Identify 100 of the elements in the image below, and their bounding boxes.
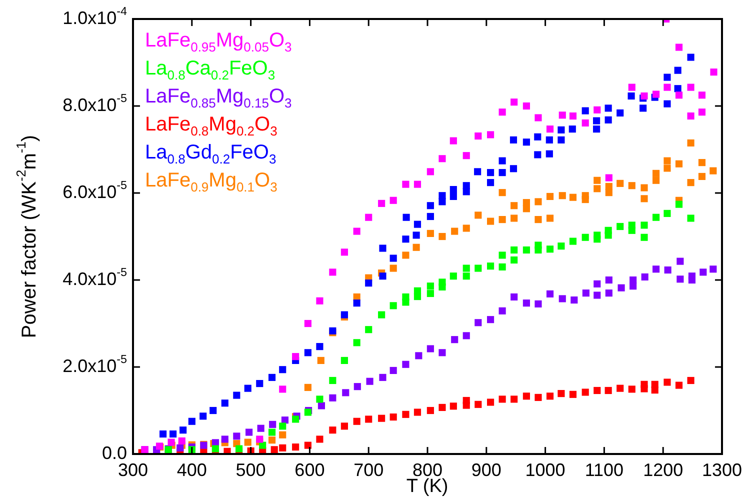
point bbox=[316, 436, 324, 443]
point bbox=[664, 84, 671, 91]
point bbox=[474, 132, 482, 140]
point bbox=[378, 200, 386, 207]
point bbox=[438, 283, 446, 290]
point bbox=[522, 392, 530, 400]
point bbox=[687, 112, 694, 120]
point bbox=[450, 137, 457, 144]
point bbox=[426, 290, 434, 298]
point bbox=[426, 345, 434, 352]
point bbox=[390, 413, 397, 421]
point bbox=[462, 152, 470, 160]
point bbox=[366, 378, 374, 385]
point bbox=[664, 378, 671, 386]
point bbox=[292, 444, 300, 451]
point bbox=[486, 316, 494, 324]
point bbox=[402, 180, 410, 188]
point bbox=[640, 234, 648, 241]
point bbox=[640, 385, 648, 392]
x-tick-label: 1100 bbox=[584, 460, 624, 480]
point bbox=[304, 442, 312, 449]
point bbox=[675, 382, 683, 389]
point bbox=[486, 398, 494, 406]
point bbox=[676, 258, 684, 265]
point bbox=[353, 339, 360, 346]
point bbox=[558, 242, 565, 250]
point bbox=[569, 112, 577, 120]
point bbox=[259, 442, 266, 449]
point bbox=[594, 236, 601, 243]
point bbox=[365, 416, 372, 423]
point bbox=[534, 114, 542, 122]
point bbox=[687, 376, 694, 384]
point bbox=[652, 90, 660, 98]
point bbox=[353, 418, 360, 425]
point bbox=[546, 246, 554, 253]
point bbox=[582, 290, 590, 297]
point bbox=[510, 396, 518, 403]
point bbox=[687, 84, 694, 91]
point bbox=[176, 444, 184, 452]
point bbox=[279, 422, 286, 430]
point bbox=[569, 390, 577, 398]
point bbox=[652, 266, 660, 273]
point bbox=[462, 264, 470, 272]
point bbox=[675, 200, 683, 208]
point bbox=[426, 282, 434, 290]
x-tick-label: 1300 bbox=[702, 460, 742, 480]
point bbox=[546, 126, 554, 133]
point bbox=[698, 92, 706, 99]
point bbox=[365, 326, 372, 334]
point bbox=[268, 428, 276, 436]
point bbox=[522, 102, 530, 110]
point bbox=[342, 389, 350, 396]
point bbox=[630, 282, 637, 290]
x-tick-label: 900 bbox=[471, 460, 502, 480]
x-tick-label: 1200 bbox=[643, 460, 684, 480]
point bbox=[378, 311, 386, 318]
point bbox=[534, 246, 542, 254]
point bbox=[510, 256, 518, 264]
point bbox=[246, 428, 253, 436]
point bbox=[474, 264, 482, 272]
point bbox=[628, 84, 636, 91]
point bbox=[340, 356, 348, 364]
point bbox=[178, 437, 186, 444]
point bbox=[451, 336, 458, 344]
x-tick-label: 600 bbox=[294, 460, 325, 480]
x-tick-label: 700 bbox=[354, 460, 384, 480]
point bbox=[522, 300, 530, 307]
point bbox=[415, 352, 422, 360]
point bbox=[365, 214, 372, 221]
point bbox=[221, 436, 228, 443]
point bbox=[474, 319, 482, 326]
point bbox=[510, 293, 518, 300]
point bbox=[664, 210, 671, 217]
point bbox=[318, 402, 326, 410]
point bbox=[329, 426, 336, 434]
point bbox=[256, 436, 264, 443]
point bbox=[390, 196, 397, 204]
point bbox=[498, 396, 506, 403]
point bbox=[426, 168, 434, 176]
point bbox=[414, 292, 422, 300]
point bbox=[594, 386, 601, 394]
point bbox=[687, 214, 694, 222]
point bbox=[354, 383, 361, 390]
point bbox=[462, 272, 470, 280]
point bbox=[594, 280, 601, 288]
point bbox=[316, 297, 324, 304]
point bbox=[233, 432, 240, 440]
point bbox=[402, 360, 410, 368]
point bbox=[329, 268, 336, 276]
point bbox=[212, 445, 219, 452]
point bbox=[390, 366, 397, 374]
point bbox=[546, 392, 554, 400]
point bbox=[640, 222, 648, 229]
point bbox=[279, 386, 286, 393]
point bbox=[664, 266, 672, 274]
point bbox=[414, 180, 422, 188]
point bbox=[269, 420, 276, 428]
point bbox=[604, 232, 612, 239]
point bbox=[628, 386, 636, 393]
point bbox=[700, 268, 707, 276]
